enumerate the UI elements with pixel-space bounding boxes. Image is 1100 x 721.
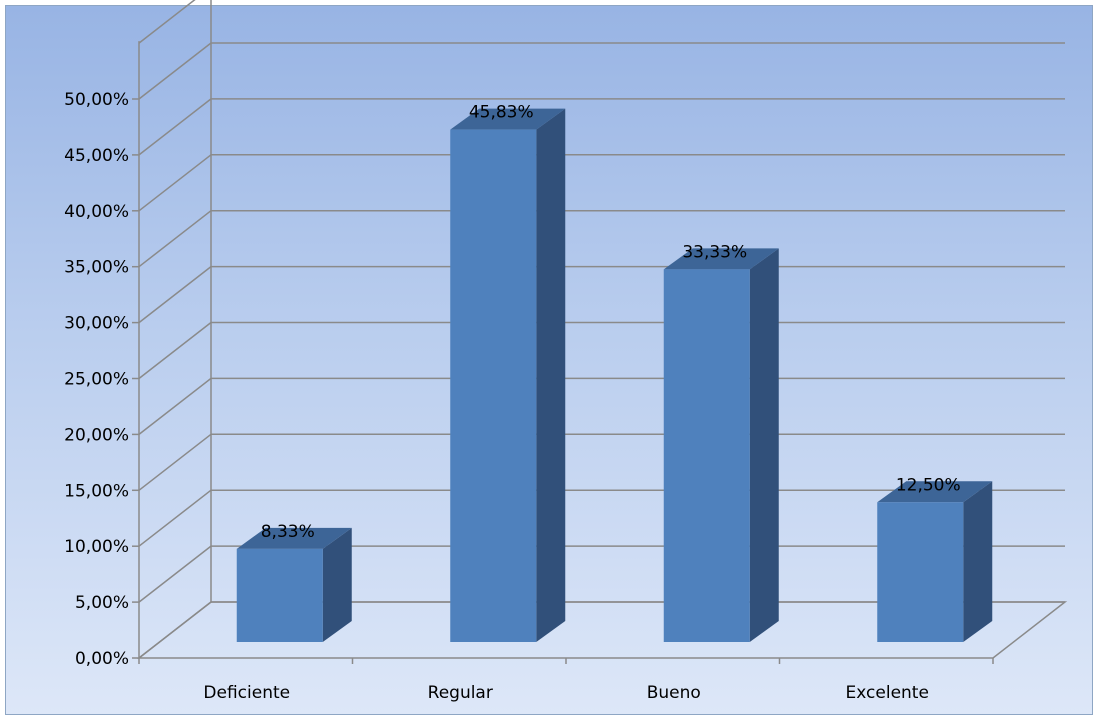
bar-front-1: [450, 129, 537, 642]
bars: [236, 108, 993, 642]
gridline-depth-0: [138, 601, 212, 659]
bar-top-0: [236, 527, 352, 549]
bar-top-1: [450, 108, 566, 130]
bar-top-3: [877, 481, 993, 503]
bar-side-3: [963, 481, 993, 642]
gridline-depth-top: [138, 0, 196, 44]
y-tick-label-2: 10,00%: [64, 537, 129, 557]
y-tick-label-4: 20,00%: [64, 425, 129, 445]
bar-bueno: [663, 248, 779, 642]
data-label-1: 45,83%: [469, 103, 534, 123]
gridline-depth-7: [138, 210, 212, 268]
axes: [132, 41, 994, 664]
gridline-depth-8: [138, 154, 212, 212]
bar-front-0: [236, 548, 323, 642]
gridline-depth-5: [138, 321, 212, 380]
y-tick-label-7: 35,00%: [64, 258, 129, 278]
bar-top-2: [663, 248, 779, 270]
bar-side-1: [536, 108, 566, 642]
bar-excelente: [877, 481, 993, 642]
gridline-depth-9: [138, 98, 212, 156]
y-tick-label-10: 50,00%: [64, 90, 129, 110]
gridline-depth-3: [138, 433, 212, 491]
gridline-depth-6: [138, 266, 212, 324]
gridline-depth-10: [138, 42, 212, 100]
category-label-3: Excelente: [846, 683, 929, 703]
y-tick-label-0: 0,00%: [75, 649, 129, 669]
y-tick-label-9: 45,00%: [64, 146, 129, 166]
gridline-depth-2: [138, 489, 212, 547]
data-label-2: 33,33%: [682, 242, 747, 262]
y-tick-label-3: 15,00%: [64, 481, 129, 501]
bar-front-3: [877, 502, 964, 642]
y-tick-label-1: 5,00%: [75, 593, 129, 613]
y-tick-label-8: 40,00%: [64, 202, 129, 222]
bar-front-2: [663, 269, 750, 642]
data-label-3: 12,50%: [896, 475, 961, 495]
labels: 0,00% 5,00% 10,00% 15,00% 20,00% 25,00% 30,00%…: [64, 90, 960, 703]
bar-deficiente: [236, 527, 352, 642]
bar-regular: [450, 108, 566, 642]
y-tick-label-5: 25,00%: [64, 370, 129, 390]
bar-side-0: [322, 527, 352, 642]
data-label-0: 8,33%: [261, 522, 315, 542]
gridline-depth-1: [138, 545, 212, 603]
bar-side-2: [749, 248, 779, 642]
category-label-2: Bueno: [647, 683, 701, 703]
category-label-0: Deficiente: [203, 683, 290, 703]
y-tick-label-6: 30,00%: [64, 314, 129, 334]
category-label-1: Regular: [428, 683, 493, 703]
gridline-depth-4: [138, 377, 212, 435]
